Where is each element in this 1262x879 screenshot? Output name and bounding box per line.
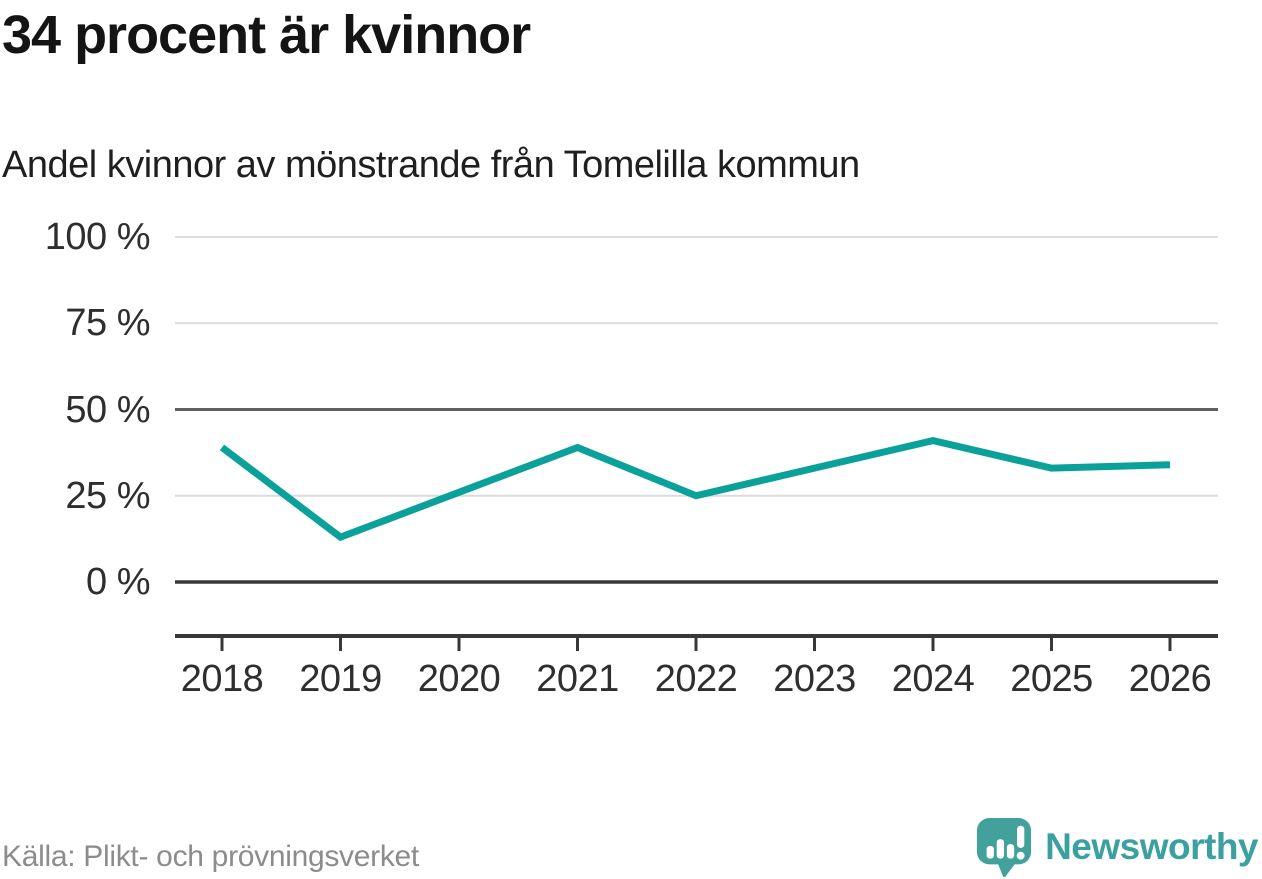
x-tick-label-2026: 2026	[1128, 658, 1212, 700]
y-tick-label-0: 0 %	[86, 561, 150, 603]
y-tick-label-25: 25 %	[65, 474, 150, 517]
source-note: Källa: Plikt- och prövningsverket	[2, 840, 419, 873]
y-tick-label-100: 100 %	[44, 216, 151, 258]
chart-subtitle: Andel kvinnor av mönstrande från Tomelil…	[2, 144, 860, 186]
newsworthy-logo-text: Newsworthy	[1045, 826, 1258, 867]
x-tick-label-2024: 2024	[891, 658, 975, 700]
y-tick-label-75: 75 %	[65, 302, 150, 345]
x-tick-label-2023: 2023	[773, 658, 856, 700]
x-tick-label-2018: 2018	[180, 658, 264, 700]
x-tick-label-2025: 2025	[1010, 658, 1093, 700]
newsworthy-logo: Newsworthy	[975, 816, 1258, 877]
page-title: 34 procent är kvinnor	[2, 5, 531, 65]
data-line-andel-kvinnor	[219, 436, 1171, 542]
newsworthy-logo-icon	[976, 817, 1032, 877]
x-tick-label-2022: 2022	[654, 658, 738, 700]
x-tick-label-2019: 2019	[299, 658, 382, 700]
x-tick-label-2021: 2021	[536, 658, 619, 700]
x-tick-label-2020: 2020	[417, 658, 501, 700]
y-tick-label-50: 50 %	[65, 388, 150, 431]
